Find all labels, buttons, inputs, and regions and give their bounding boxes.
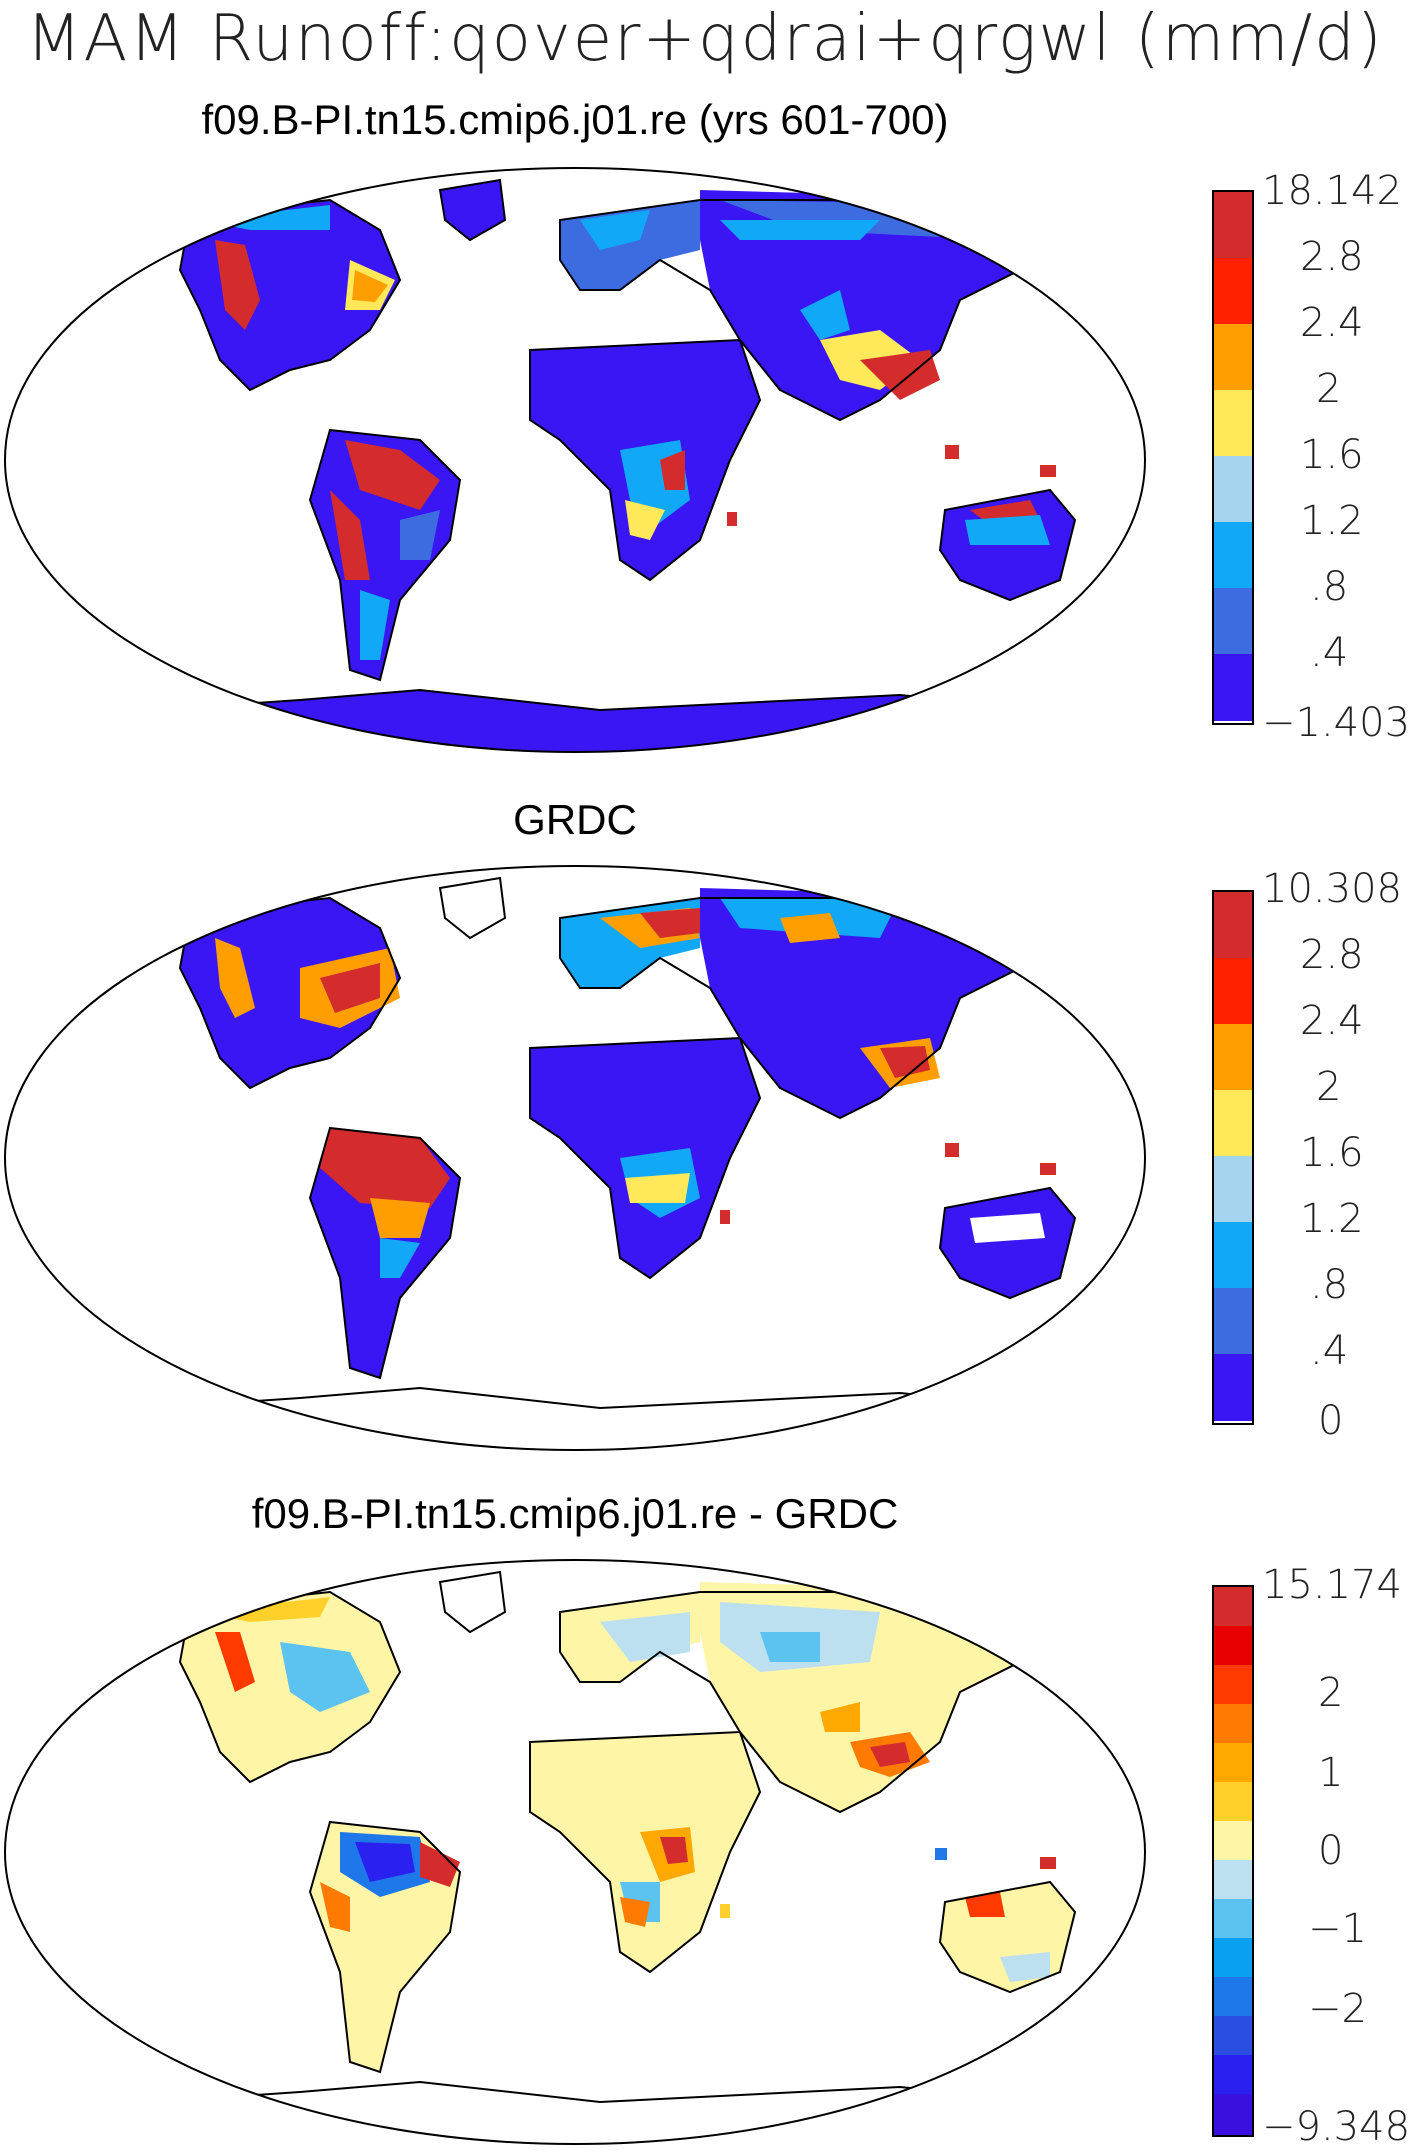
colorbar-segment — [1214, 1024, 1252, 1090]
main-title: MAM Runoff:qover+qdrai+qrgwl (mm/d) — [26, 2, 1384, 76]
panel-title: GRDC — [513, 796, 637, 843]
colorbar-label: 2 — [1318, 1670, 1344, 1716]
colorbar-segment — [1214, 1354, 1252, 1421]
colorbar-segment — [1214, 522, 1252, 588]
colorbar-segment — [1214, 1938, 1252, 1977]
colorbar-label: 2 — [1316, 1064, 1342, 1110]
colorbar-label: 18.142 — [1262, 168, 1402, 214]
panel-title: f09.B-PI.tn15.cmip6.j01.re - GRDC — [251, 1490, 899, 1537]
colorbar-segment — [1214, 1860, 1252, 1899]
colorbar-segment — [1214, 1821, 1252, 1860]
map-border — [4, 167, 1146, 753]
colorbar-segment — [1214, 2055, 1252, 2094]
colorbar-label: 2.8 — [1300, 932, 1364, 978]
colorbar-label: 0 — [1318, 1828, 1344, 1874]
world-map — [4, 865, 1146, 1451]
runoff-field — [5, 180, 1145, 752]
colorbar-label: 15.174 — [1262, 1562, 1402, 1608]
colorbar-label: .4 — [1310, 1328, 1349, 1374]
colorbar-label: .8 — [1310, 564, 1349, 610]
colorbar-segment — [1214, 1156, 1252, 1222]
colorbar-segment — [1214, 1899, 1252, 1938]
colorbar — [1212, 1585, 1254, 2137]
colorbar-segment — [1214, 390, 1252, 456]
colorbar-segment — [1214, 192, 1252, 258]
colorbar-segment — [1214, 1782, 1252, 1821]
colorbar-segment — [1214, 258, 1252, 324]
colorbar-label: .8 — [1310, 1262, 1349, 1308]
colorbar-label: 1 — [1318, 1750, 1344, 1796]
panel-title: f09.B-PI.tn15.cmip6.j01.re (yrs 601-700) — [201, 96, 949, 143]
colorbar — [1212, 890, 1254, 1425]
colorbar — [1212, 190, 1254, 725]
colorbar-segment — [1214, 324, 1252, 390]
runoff-difference-field — [180, 1582, 1075, 2072]
world-map — [4, 1559, 1146, 2145]
colorbar-segment — [1214, 1626, 1252, 1665]
colorbar-label: 2.4 — [1300, 300, 1364, 346]
colorbar-segment — [1214, 2016, 1252, 2055]
colorbar-label: 0 — [1318, 1398, 1344, 1444]
colorbar-label: −2 — [1308, 1986, 1367, 2032]
colorbar-segment — [1214, 588, 1252, 654]
colorbar-label: −1.403 — [1262, 700, 1410, 746]
colorbar-segment — [1214, 958, 1252, 1024]
world-map — [4, 167, 1146, 753]
colorbar-segment — [1214, 1222, 1252, 1288]
colorbar-label: 2 — [1316, 366, 1342, 412]
colorbar-segment — [1214, 1977, 1252, 2016]
colorbar-segment — [1214, 1743, 1252, 1782]
colorbar-segment — [1214, 1587, 1252, 1626]
colorbar-segment — [1214, 654, 1252, 721]
colorbar-label: 1.2 — [1300, 498, 1364, 544]
colorbar-segment — [1214, 1704, 1252, 1743]
colorbar-label: 10.308 — [1262, 866, 1402, 912]
colorbar-label: −1 — [1308, 1906, 1367, 1952]
map-border — [4, 1559, 1146, 2145]
colorbar-label: 2.8 — [1300, 234, 1364, 280]
colorbar-segment — [1214, 892, 1252, 958]
runoff-field — [180, 878, 1075, 1378]
colorbar-label: .4 — [1310, 630, 1349, 676]
map-border — [4, 865, 1146, 1451]
colorbar-segment — [1214, 456, 1252, 522]
colorbar-segment — [1214, 2094, 1252, 2135]
colorbar-label: 1.6 — [1300, 1130, 1364, 1176]
colorbar-label: 2.4 — [1300, 998, 1364, 1044]
colorbar-segment — [1214, 1665, 1252, 1704]
colorbar-segment — [1214, 1090, 1252, 1156]
colorbar-label: −9.348 — [1262, 2104, 1410, 2150]
colorbar-label: 1.6 — [1300, 432, 1364, 478]
colorbar-label: 1.2 — [1300, 1196, 1364, 1242]
colorbar-segment — [1214, 1288, 1252, 1354]
